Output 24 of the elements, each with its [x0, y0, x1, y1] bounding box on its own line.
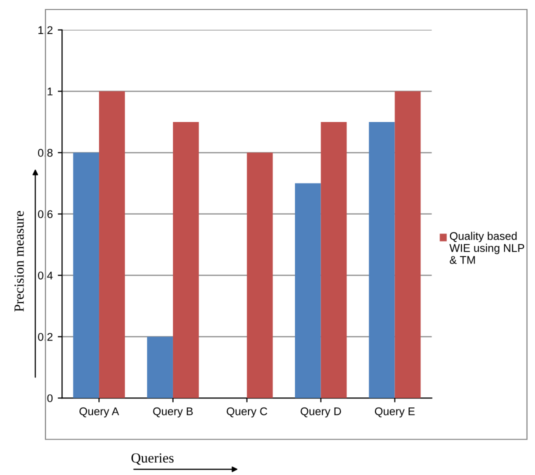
y-tick-label: 1	[48, 88, 52, 96]
x-axis-title: Queries	[131, 453, 174, 465]
x-tick-label: Query E	[374, 407, 415, 418]
y-tick-label: 0.2	[38, 332, 52, 341]
y-tick-label: 0.4	[38, 272, 53, 280]
y-tick-label: 0	[47, 394, 53, 402]
bar	[320, 122, 347, 398]
y-axis-title: Precision measure	[14, 211, 24, 312]
bar	[99, 91, 125, 398]
bar	[394, 91, 421, 398]
y-tick-label: 1.2	[38, 26, 52, 34]
bar	[246, 152, 273, 398]
x-tick-label: Query D	[300, 407, 341, 418]
x-tick-label: Query A	[79, 407, 120, 418]
bar	[368, 122, 395, 398]
bar	[172, 122, 199, 398]
bar	[147, 336, 173, 398]
x-tick-label: Query C	[226, 407, 268, 418]
x-tick-label: Query B	[153, 407, 193, 418]
y-tick-label: 0.6	[38, 210, 53, 218]
legend-label: Quality based WIE using NLP & TM	[449, 232, 524, 264]
bar	[294, 183, 321, 398]
bar	[73, 152, 100, 398]
y-tick-label: 0.8	[38, 148, 53, 157]
